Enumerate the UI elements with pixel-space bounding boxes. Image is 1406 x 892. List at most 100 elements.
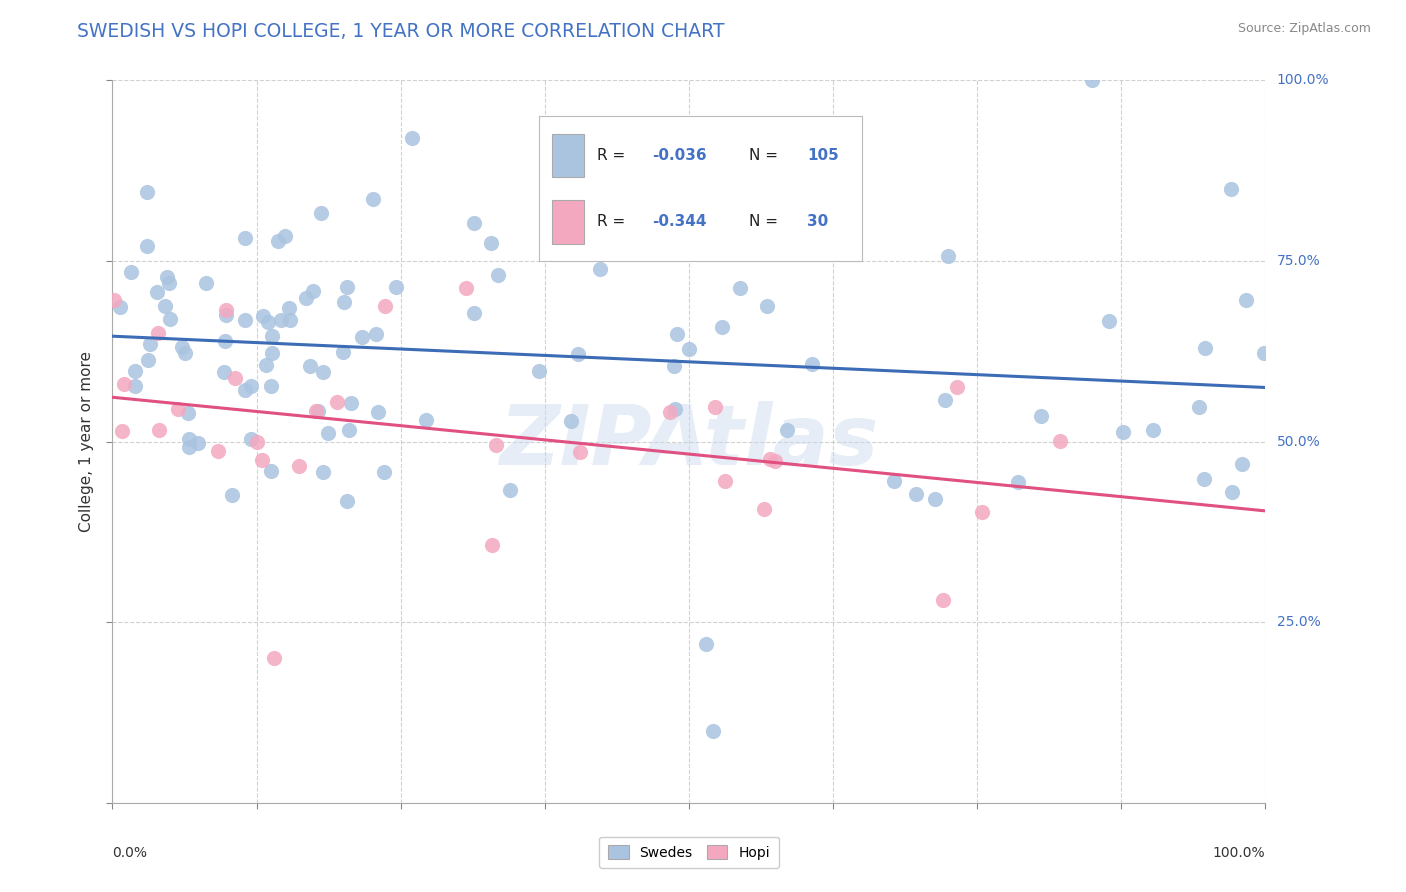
Point <box>301 284 323 298</box>
Point <box>1219 182 1241 196</box>
Point <box>567 347 589 361</box>
Point <box>260 378 283 392</box>
Point <box>240 378 263 392</box>
Point <box>658 404 681 418</box>
Point <box>728 281 751 295</box>
Point <box>224 370 246 384</box>
Point <box>156 270 179 285</box>
Point <box>1112 425 1135 440</box>
Point <box>384 280 406 294</box>
Point <box>336 280 359 294</box>
Point <box>883 474 905 488</box>
Point <box>934 392 956 407</box>
Point <box>312 465 335 479</box>
Point <box>589 261 612 276</box>
Text: 50.0%: 50.0% <box>1277 434 1320 449</box>
Text: Source: ZipAtlas.com: Source: ZipAtlas.com <box>1237 22 1371 36</box>
Point <box>112 376 135 391</box>
Point <box>103 293 125 308</box>
Text: 0.0%: 0.0% <box>112 847 148 860</box>
Point <box>752 502 775 516</box>
Point <box>108 300 131 314</box>
Point <box>1194 341 1216 355</box>
Point <box>267 234 290 248</box>
Text: SWEDISH VS HOPI COLLEGE, 1 YEAR OR MORE CORRELATION CHART: SWEDISH VS HOPI COLLEGE, 1 YEAR OR MORE … <box>77 22 725 41</box>
Point <box>170 340 193 354</box>
Point <box>499 483 522 497</box>
Text: 100.0%: 100.0% <box>1213 847 1265 860</box>
Point <box>568 445 591 459</box>
Point <box>256 359 278 373</box>
Point <box>124 378 146 392</box>
Point <box>763 454 786 468</box>
Point <box>666 326 689 341</box>
Point <box>120 265 142 279</box>
Point <box>309 206 332 220</box>
Point <box>111 424 134 438</box>
Point <box>136 185 159 199</box>
Point <box>755 299 778 313</box>
Point <box>1007 475 1029 489</box>
Point <box>620 167 643 181</box>
Point <box>278 313 301 327</box>
Point <box>252 310 274 324</box>
Point <box>1253 346 1275 360</box>
Point <box>1029 409 1052 423</box>
Point <box>463 216 485 230</box>
Text: 75.0%: 75.0% <box>1277 254 1320 268</box>
Point <box>179 440 201 454</box>
Point <box>702 723 724 738</box>
Point <box>401 131 423 145</box>
Point <box>1097 314 1119 328</box>
Point <box>1142 423 1164 437</box>
Point <box>173 346 195 360</box>
Point <box>316 426 339 441</box>
Point <box>695 637 717 651</box>
Point <box>307 404 329 418</box>
Point <box>759 452 782 467</box>
Point <box>775 423 797 437</box>
Point <box>233 231 256 245</box>
Legend: Swedes, Hopi: Swedes, Hopi <box>599 837 779 868</box>
Point <box>233 313 256 327</box>
Point <box>177 406 200 420</box>
Point <box>485 438 508 452</box>
Point <box>1187 400 1209 414</box>
Point <box>333 294 356 309</box>
Point <box>560 414 582 428</box>
Point <box>298 359 321 373</box>
Point <box>364 327 387 342</box>
Text: ZIPAtlas: ZIPAtlas <box>499 401 879 482</box>
Point <box>262 346 284 360</box>
Point <box>678 225 700 239</box>
Point <box>486 268 509 282</box>
Point <box>1230 457 1253 471</box>
Point <box>246 435 269 450</box>
Point <box>678 343 700 357</box>
Point <box>215 308 238 322</box>
Text: 100.0%: 100.0% <box>1277 73 1329 87</box>
Point <box>374 299 396 313</box>
Point <box>527 364 550 378</box>
Point <box>946 380 969 394</box>
Point <box>931 593 953 607</box>
Point <box>256 315 278 329</box>
Point <box>262 328 284 343</box>
Point <box>139 337 162 351</box>
Point <box>363 192 385 206</box>
Point <box>287 458 309 473</box>
Point <box>463 306 485 320</box>
Point <box>747 174 769 188</box>
Point <box>250 453 273 467</box>
Point <box>332 345 354 359</box>
Point <box>481 538 503 552</box>
Point <box>221 488 243 502</box>
Y-axis label: College, 1 year or more: College, 1 year or more <box>79 351 94 532</box>
Point <box>970 505 993 519</box>
Point <box>136 352 159 367</box>
Point <box>159 311 181 326</box>
Point <box>312 365 335 379</box>
Point <box>905 487 928 501</box>
Point <box>305 404 328 418</box>
Point <box>415 413 437 427</box>
